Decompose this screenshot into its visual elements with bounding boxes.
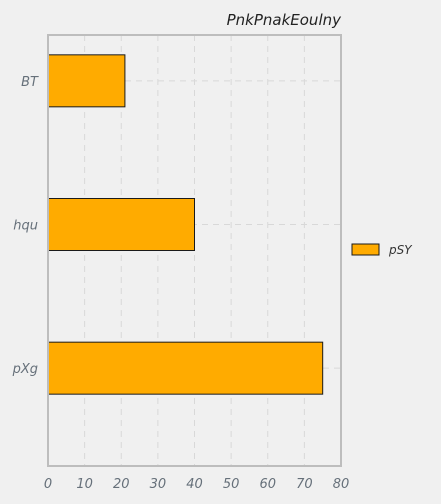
x-tick-label: 60: [259, 477, 276, 492]
y-tick-label: hqu: [13, 219, 38, 234]
plot-frame: [47, 34, 342, 467]
chart-title: PnkPnakEoulny: [227, 11, 343, 29]
x-axis-tick-labels: 0 10 20 30 40 50 60 70 80: [44, 477, 349, 492]
x-tick-label: 80: [333, 477, 350, 492]
bar-pXg: [47, 341, 324, 395]
x-tick-label: 40: [186, 477, 203, 492]
y-tick-label: BT: [21, 75, 39, 90]
bar-BT: [47, 54, 126, 108]
x-tick-label: 30: [150, 477, 167, 492]
bar-hqu: [47, 198, 195, 251]
legend: pSY: [351, 243, 413, 257]
legend-label: pSY: [388, 243, 413, 257]
y-tick-label: pXg: [12, 362, 38, 377]
bars: [47, 54, 324, 395]
x-tick-label: 50: [223, 477, 240, 492]
y-axis-tick-labels: BT hqu pXg: [12, 75, 39, 377]
x-tick-label: 70: [296, 477, 313, 492]
x-tick-label: 10: [76, 477, 93, 492]
x-tick-label: 20: [113, 477, 130, 492]
x-tick-label: 0: [44, 477, 52, 492]
legend-swatch: [351, 243, 380, 256]
